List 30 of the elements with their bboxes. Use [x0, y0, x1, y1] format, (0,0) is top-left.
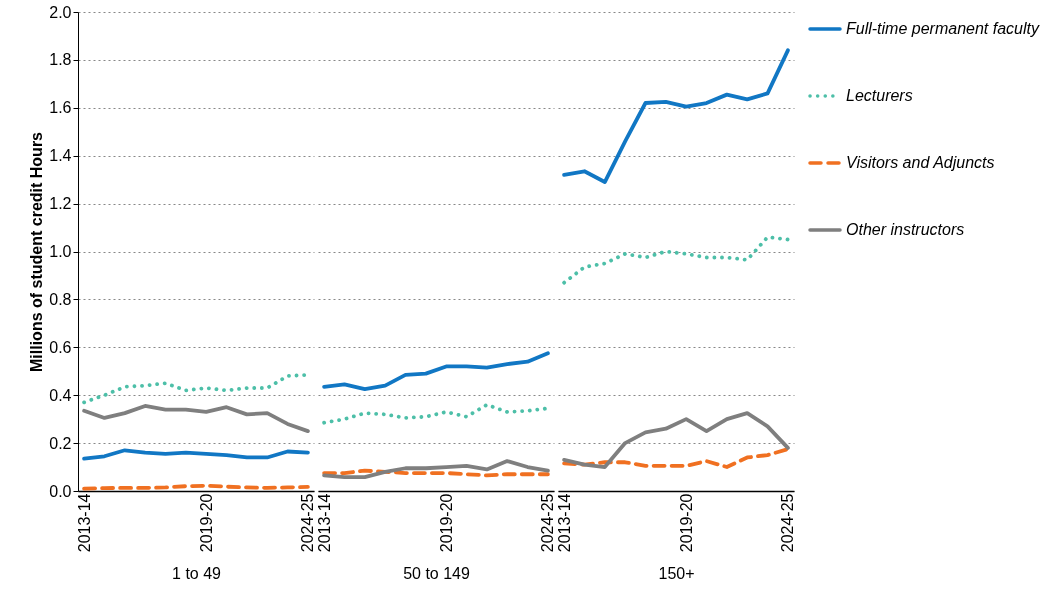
y-tick-label: 2.0 [49, 3, 72, 21]
y-tick-label: 0.6 [49, 338, 72, 356]
legend-label: Other instructors [846, 221, 965, 238]
legend-label: Full-time permanent faculty [846, 20, 1040, 37]
x-tick-label: 2013-14 [75, 493, 93, 553]
y-tick-label: 0.2 [49, 434, 72, 452]
x-tick-label: 2019-20 [437, 493, 455, 553]
x-axis-title: 1 to 49 [172, 565, 222, 583]
x-tick-label: 2024-25 [539, 493, 557, 553]
y-tick-label: 1.6 [49, 99, 72, 117]
x-tick-label: 2019-20 [197, 493, 215, 553]
x-axis-title: 150+ [658, 565, 695, 583]
x-tick-label: 2024-25 [299, 493, 317, 553]
y-tick-label: 1.2 [49, 195, 72, 213]
legend-label: Visitors and Adjuncts [846, 154, 995, 171]
y-tick-label: 0.8 [49, 290, 72, 308]
x-tick-label: 2013-14 [315, 493, 333, 553]
x-tick-label: 2024-25 [779, 493, 797, 553]
x-axis-title: 50 to 149 [403, 565, 470, 583]
y-tick-label: 0.4 [49, 386, 72, 404]
line-series [82, 448, 310, 461]
legend-label: Lecturers [846, 87, 913, 104]
y-tick-label: 1.0 [49, 243, 72, 260]
x-tick-label: 2013-14 [555, 493, 573, 553]
line-series [82, 404, 310, 434]
y-axis-title: Millions of student credit Hours [28, 131, 46, 373]
x-tick-label: 2019-20 [677, 493, 695, 553]
y-tick-label: 1.8 [49, 51, 72, 69]
y-tick-label: 1.4 [49, 147, 72, 165]
y-tick-label: 0.0 [49, 482, 72, 500]
